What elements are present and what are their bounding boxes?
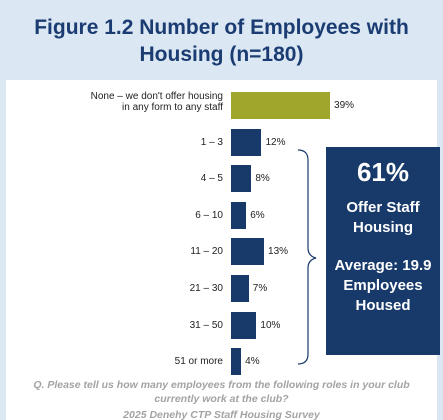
question-note: Q. Please tell us how many employees fro…	[33, 379, 410, 405]
category-label: 4 – 5	[200, 173, 223, 185]
bar	[231, 128, 262, 156]
bracket	[297, 149, 317, 365]
chart-title: Figure 1.2 Number of Employees with Hous…	[34, 16, 409, 66]
callout-box: 61% Offer Staff Housing Average: 19.9 Em…	[326, 147, 440, 355]
category-label: 31 – 50	[189, 319, 223, 331]
category-label: 6 – 10	[195, 209, 223, 221]
callout-headline: 61%	[356, 157, 410, 187]
callout-text: Average: 19.9 Employees Housed	[334, 257, 432, 314]
value-label: 13%	[268, 246, 289, 258]
category-label: 21 – 30	[189, 283, 223, 294]
bar	[231, 201, 247, 229]
bar	[231, 311, 257, 339]
category-label: 1 – 3	[200, 136, 223, 148]
value-label: 6%	[250, 209, 265, 221]
bar	[231, 165, 252, 193]
category-label: 11 – 20	[190, 246, 223, 258]
value-label: 10%	[260, 319, 281, 331]
category-label: 51 or more	[174, 356, 223, 368]
bar	[231, 238, 265, 266]
value-label: 4%	[245, 356, 260, 368]
bar	[231, 275, 249, 302]
value-label: 39%	[334, 100, 355, 111]
value-label: 8%	[255, 173, 270, 185]
value-label: 12%	[265, 136, 286, 148]
category-label: None – we don't offer housing in any for…	[90, 91, 223, 113]
value-label: 7%	[252, 283, 268, 294]
callout-text: Offer Staff Housing	[346, 199, 420, 236]
bar	[231, 92, 331, 119]
bar	[231, 348, 242, 376]
source-note: 2025 Denehy CTP Staff Housing Survey	[123, 409, 320, 420]
